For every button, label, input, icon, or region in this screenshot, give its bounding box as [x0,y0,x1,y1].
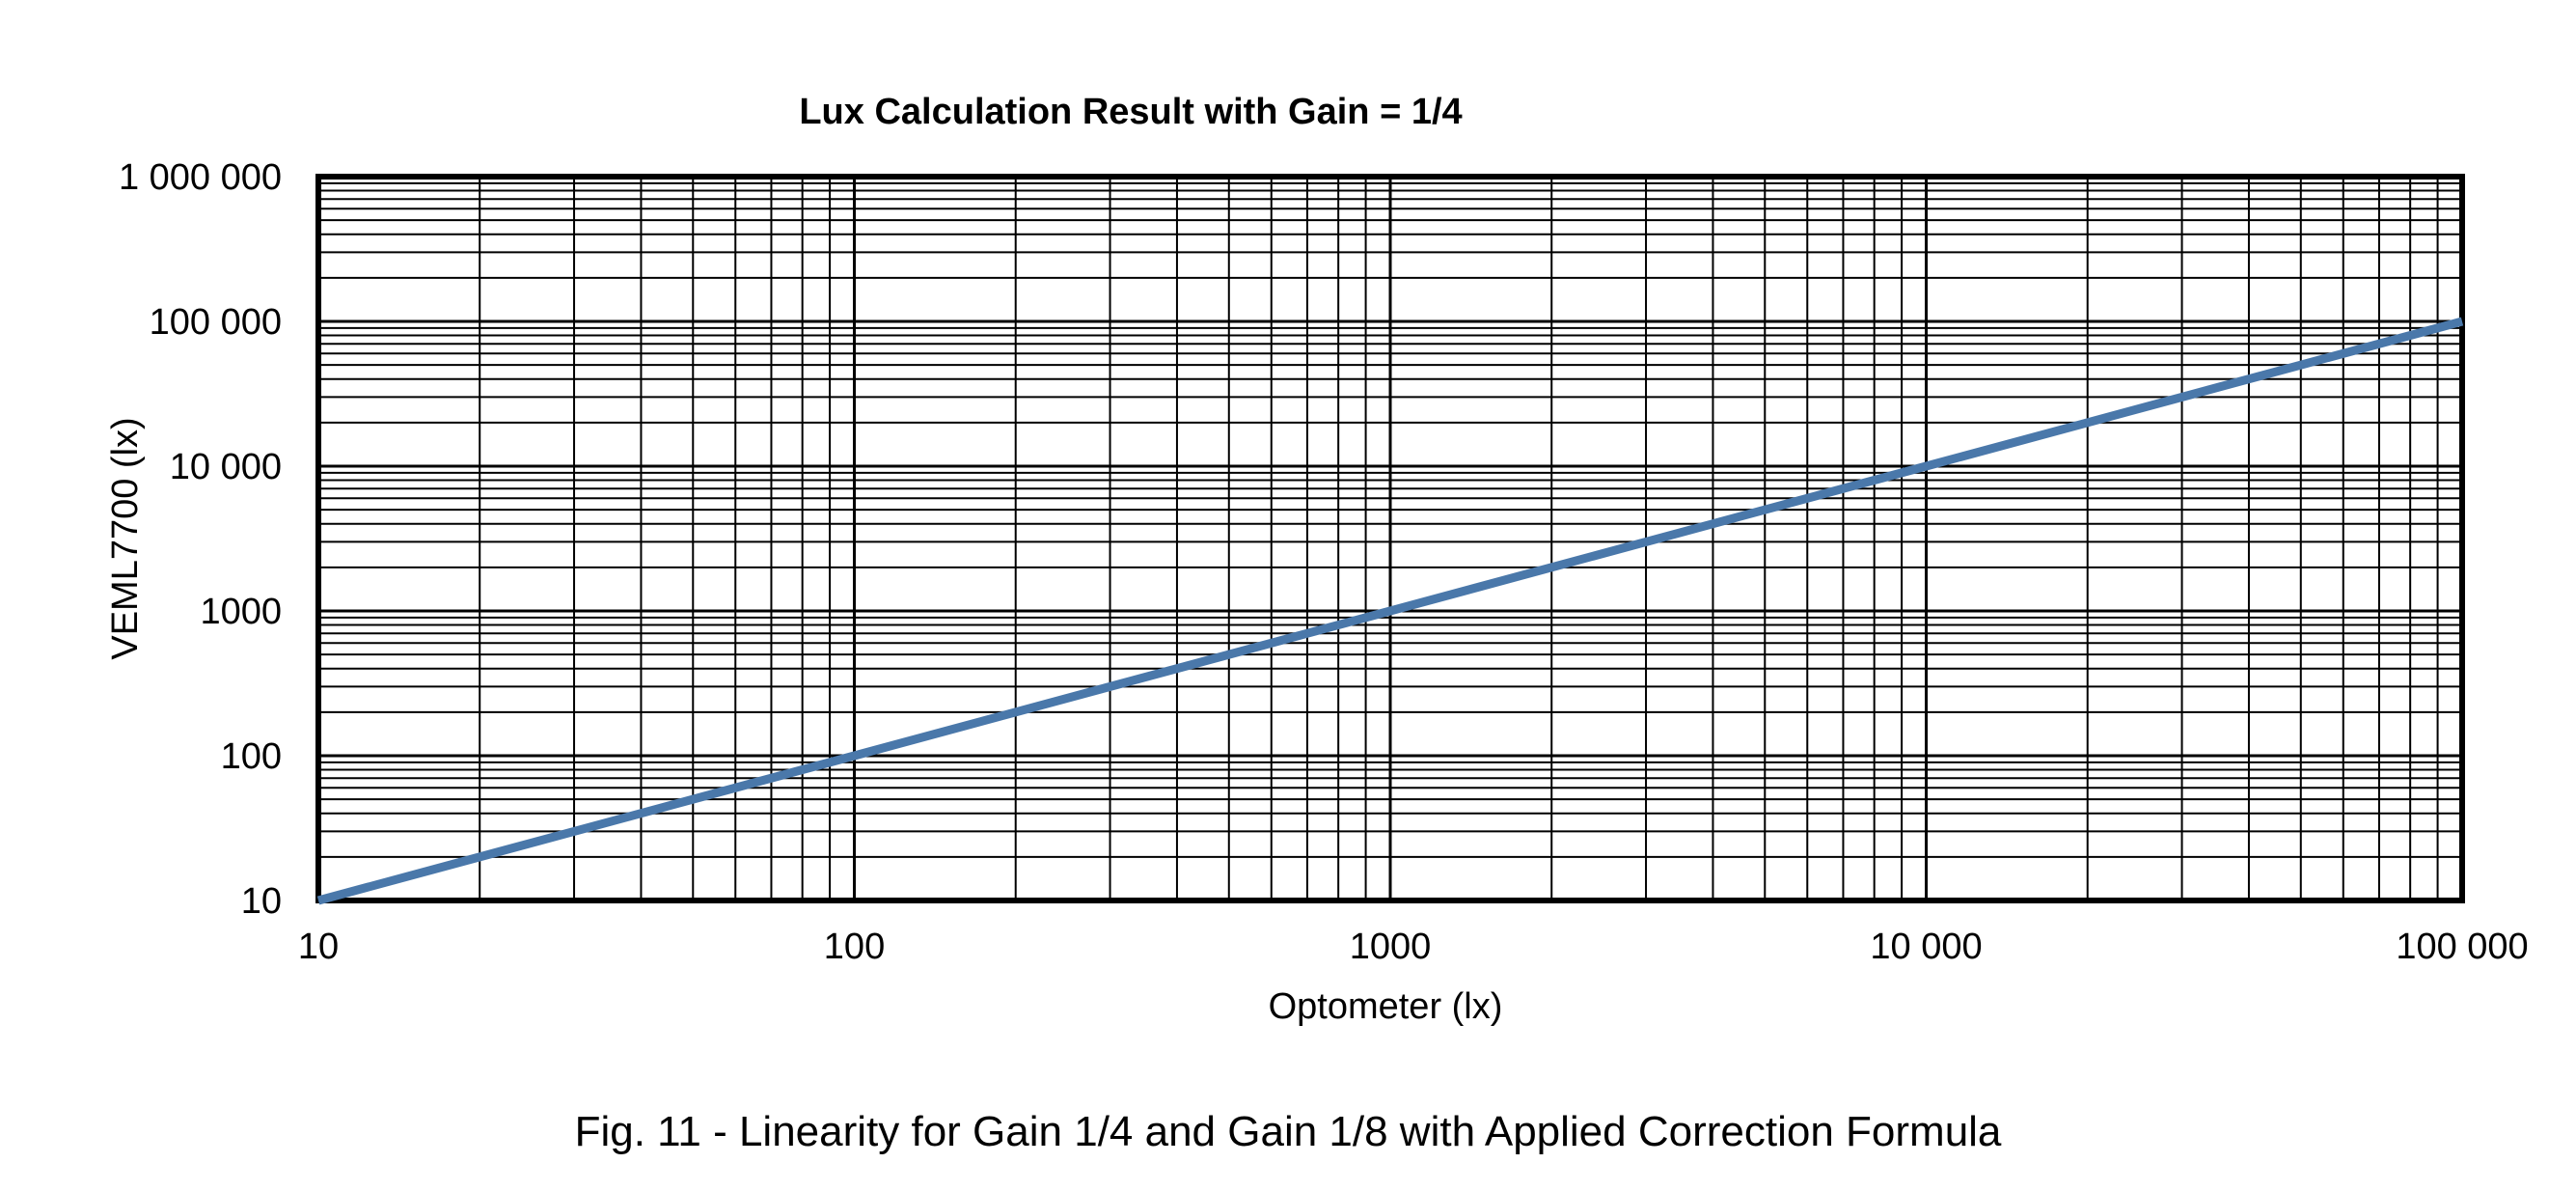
y-tick-label: 100 000 [150,302,282,343]
y-tick-label: 10 [241,881,282,922]
y-axis-label: VEML7700 (lx) [105,417,146,659]
figure-caption: Fig. 11 - Linearity for Gain 1/4 and Gai… [574,1108,2002,1155]
plot-frame [315,174,2465,903]
y-tick-label: 1 000 000 [119,157,282,198]
y-axis-tick-labels: 10 100 1000 10 000 100 000 1 000 000 [119,157,282,922]
x-tick-label: 100 000 [2396,927,2528,967]
x-tick-label: 1000 [1350,927,1432,967]
grid [316,177,2462,902]
x-tick-label: 100 [824,927,885,967]
series-line [316,317,2464,905]
chart-title: Lux Calculation Result with Gain = 1/4 [799,92,1462,132]
x-tick-label: 10 [298,927,339,967]
x-tick-label: 10 000 [1870,927,1982,967]
y-tick-label: 100 [221,736,282,777]
y-tick-label: 10 000 [170,447,282,487]
x-axis-label: Optometer (lx) [1269,986,1503,1027]
x-axis-tick-labels: 10 100 1000 10 000 100 000 [298,927,2529,967]
series-layer [316,317,2464,905]
y-tick-label: 1000 [200,592,282,632]
